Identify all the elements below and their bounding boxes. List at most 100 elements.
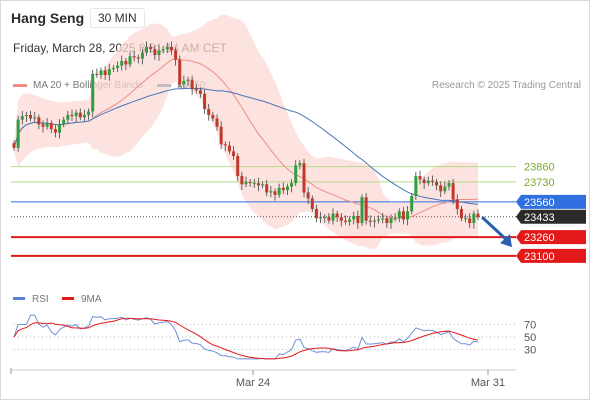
rsi-legend-label-1: 9MA [81, 294, 102, 305]
rsi-tick-0: 70 [524, 320, 536, 332]
candle-body-11 [58, 124, 62, 133]
candle-body-40 [178, 59, 182, 85]
candle-body-13 [66, 114, 70, 120]
rsi-legend-swatch-0 [13, 297, 25, 300]
level-label-2: 23560 [524, 197, 555, 209]
level-label-0: 23860 [524, 162, 555, 174]
level-label-3: 23433 [524, 212, 555, 224]
candle-body-69 [298, 163, 302, 166]
rsi-legend-swatch-1 [62, 297, 74, 300]
candle-body-8 [45, 123, 49, 127]
legend-ma20: MA 20 + Bollinger Bands [13, 80, 143, 91]
level-tag-3 [516, 209, 586, 224]
candle-body-103 [439, 185, 443, 192]
candle-body-53 [232, 151, 236, 157]
x-axis: Mar 24 Mar 31 [10, 368, 516, 389]
candle-body-90 [385, 218, 389, 224]
candle-body-71 [306, 192, 310, 199]
candle-body-19 [91, 73, 95, 112]
candle-body-65 [281, 187, 285, 191]
candle-body-9 [49, 123, 53, 130]
ma50-line [13, 87, 479, 205]
candle-body-63 [273, 191, 277, 195]
candle-body-84 [360, 197, 364, 224]
candle-body-101 [430, 180, 434, 182]
candle-body-74 [319, 217, 323, 219]
rsi-line [13, 314, 479, 360]
candle-body-32 [145, 46, 149, 53]
candle-body-68 [294, 165, 298, 184]
candle-body-82 [352, 215, 356, 220]
candle-body-112 [476, 213, 480, 218]
candle-body-14 [70, 114, 74, 117]
candle-body-16 [78, 112, 82, 118]
candle-body-5 [33, 117, 37, 119]
level-label-1: 23730 [524, 177, 555, 189]
candle-body-10 [53, 129, 57, 133]
rsi-tick-2: 30 [524, 345, 536, 357]
instrument-title: Hang Seng [11, 10, 85, 26]
candle-body-102 [435, 181, 439, 186]
x-tick-label-0: Mar 24 [236, 377, 270, 389]
candles [12, 41, 512, 248]
level-tag-4 [516, 230, 586, 245]
candle-body-75 [323, 217, 327, 219]
candle-body-73 [314, 208, 318, 219]
candle-body-30 [136, 57, 140, 59]
candle-body-45 [198, 90, 202, 94]
level-label-5: 23100 [524, 251, 555, 263]
candle-body-111 [472, 213, 476, 224]
candle-body-78 [335, 213, 339, 218]
candle-body-88 [377, 219, 381, 221]
candle-body-100 [426, 180, 430, 184]
interval-badge[interactable]: 30 MIN [90, 8, 145, 28]
candle-body-29 [132, 56, 136, 58]
candle-body-60 [261, 184, 265, 186]
projection-arrow-head [500, 234, 512, 248]
candle-body-38 [169, 46, 173, 51]
candle-body-6 [37, 117, 41, 125]
candle-body-77 [331, 213, 335, 221]
candle-body-27 [124, 60, 128, 65]
projection-arrow-shaft [480, 216, 510, 243]
candle-body-108 [459, 208, 463, 219]
candle-body-41 [182, 80, 186, 85]
candle-body-57 [248, 181, 252, 184]
candle-body-50 [219, 126, 223, 145]
candle-body-20 [95, 73, 99, 76]
candle-body-98 [418, 176, 422, 180]
legend-ma20-label: MA 20 + Bollinger Bands [33, 80, 143, 91]
candle-body-52 [227, 145, 231, 152]
candle-body-34 [153, 49, 157, 56]
candle-body-3 [24, 114, 28, 117]
candle-body-23 [107, 69, 111, 76]
candle-body-22 [103, 70, 107, 76]
candle-body-109 [464, 218, 468, 220]
candle-body-99 [422, 179, 426, 184]
candle-body-25 [116, 65, 120, 68]
bollinger-bands [14, 14, 478, 250]
candle-body-24 [111, 67, 115, 70]
rsi-ma-line [13, 317, 479, 360]
credit: Research © 2025 Trading Central [431, 80, 581, 91]
candle-body-91 [389, 218, 393, 224]
candle-body-76 [327, 217, 331, 221]
level-tag-5 [516, 248, 586, 263]
candle-body-47 [207, 109, 211, 115]
candle-body-61 [265, 184, 269, 193]
candle-body-85 [364, 197, 368, 221]
ma20-swatch [13, 84, 27, 87]
candle-body-67 [290, 183, 294, 187]
candle-body-49 [215, 118, 219, 127]
candle-body-21 [99, 70, 103, 76]
candle-body-55 [240, 176, 244, 185]
candle-body-105 [447, 183, 451, 187]
candle-body-72 [310, 198, 314, 209]
candle-body-37 [165, 46, 169, 50]
candle-body-17 [82, 114, 86, 118]
level-label-4: 23260 [524, 232, 555, 244]
candle-body-81 [348, 219, 352, 222]
candle-body-107 [455, 199, 459, 209]
